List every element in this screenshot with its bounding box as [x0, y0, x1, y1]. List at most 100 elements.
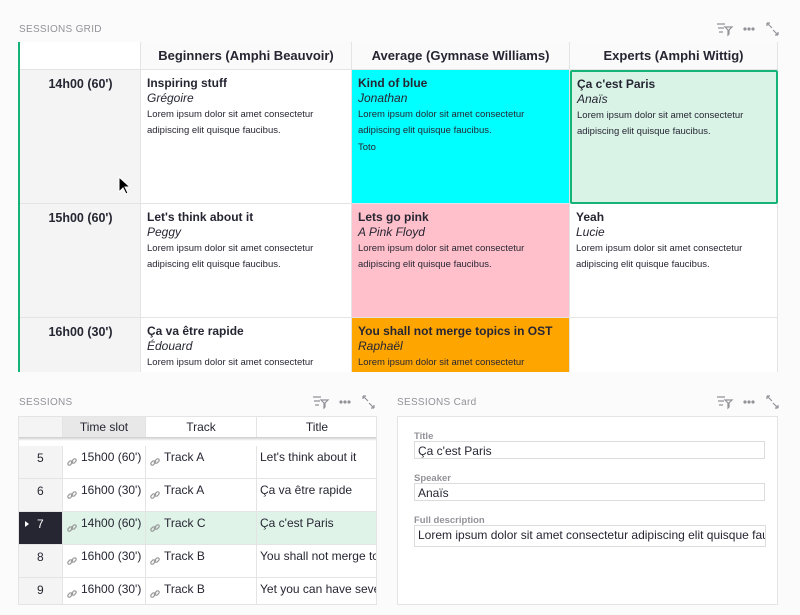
- cell-text: Track A: [164, 450, 205, 464]
- cell-text: Track C: [164, 516, 206, 530]
- field-label: Full description: [414, 515, 485, 526]
- table-cell[interactable]: Let's think about it: [257, 446, 376, 479]
- link-icon: [67, 557, 77, 565]
- session-cell[interactable]: Yeah Lucie Lorem ipsum dolor sit amet cons…: [570, 204, 778, 318]
- field-value[interactable]: Ça c'est Paris: [414, 441, 765, 459]
- table-cell[interactable]: Track B: [146, 545, 257, 578]
- session-cell[interactable]: Let's think about it Peggy Lorem ipsum dol…: [141, 204, 352, 318]
- session-speaker: A Pink Floyd: [358, 225, 425, 239]
- link-icon: [67, 524, 77, 532]
- time-slot-cell: 16h00 (30'): [20, 318, 141, 372]
- table-cell[interactable]: Ça c'est Paris: [257, 512, 376, 545]
- session-description: Lorem ipsum dolor sit amet consectetur a…: [358, 109, 525, 136]
- table-cell[interactable]: You shall not merge to...: [257, 545, 377, 578]
- field-label: Speaker: [414, 473, 451, 484]
- cell-text: Track B: [164, 549, 205, 563]
- widget-icons[interactable]: [716, 394, 780, 410]
- field-value[interactable]: Lorem ipsum dolor sit amet consectetur a…: [414, 525, 766, 547]
- session-title: Lets go pink: [358, 210, 429, 224]
- column-header[interactable]: Time slot: [63, 417, 146, 437]
- session-speaker: Peggy: [147, 225, 182, 239]
- session-speaker: Raphaël: [358, 339, 403, 353]
- cell-text: 15h00 (60'): [81, 450, 142, 464]
- cell-text: Ça va être rapide: [260, 483, 353, 497]
- session-speaker: Grégoire: [147, 91, 194, 105]
- cell-text: 16h00 (30'): [81, 549, 142, 563]
- cell-text: Yet you can have seve...: [260, 582, 376, 596]
- session-title: Ça va être rapide: [147, 324, 244, 338]
- time-slot: 15h00 (60'): [48, 211, 113, 225]
- time-slot-cell: 15h00 (60'): [20, 204, 141, 318]
- table-cell[interactable]: Ça va être rapide: [257, 479, 376, 512]
- link-icon: [150, 590, 160, 598]
- session-speaker: Édouard: [147, 339, 193, 353]
- session-description: Lorem ipsum dolor sit amet consectetur a…: [147, 357, 314, 368]
- session-title: You shall not merge topics in OST: [358, 324, 553, 338]
- link-icon: [150, 557, 160, 565]
- widget-title: SESSIONS: [19, 397, 73, 408]
- session-description: Lorem ipsum dolor sit amet consectetur a…: [358, 243, 525, 270]
- link-icon: [150, 458, 160, 466]
- table-cell[interactable]: 15h00 (60'): [63, 446, 146, 479]
- table-cell[interactable]: Track C: [146, 512, 257, 545]
- table-cell[interactable]: 14h00 (60'): [63, 512, 146, 545]
- row-number[interactable]: 6: [19, 479, 63, 512]
- cell-text: Track B: [164, 582, 205, 596]
- row-number[interactable]: 5: [19, 446, 63, 479]
- cell-text: 16h00 (30'): [81, 483, 142, 497]
- session-cell[interactable]: Ça c'est Paris Anaïs Lorem ipsum dolor sit…: [570, 70, 778, 204]
- widget-icons[interactable]: [716, 21, 780, 37]
- cell-text: 14h00 (60'): [81, 516, 142, 530]
- session-speaker: Jonathan: [358, 91, 408, 105]
- link-icon: [67, 491, 77, 499]
- link-icon: [67, 458, 77, 466]
- time-slot: 16h00 (30'): [48, 325, 113, 339]
- session-cell[interactable]: Ça va être rapide Édouard Lorem ipsum dolo…: [141, 318, 352, 372]
- table-cell[interactable]: Track A: [146, 479, 257, 512]
- cell-text: Let's think about it: [260, 450, 357, 464]
- session-cell[interactable]: [570, 318, 778, 372]
- session-speaker: Lucie: [576, 225, 605, 239]
- table-cell[interactable]: 16h00 (30'): [63, 479, 146, 512]
- session-title: Let's think about it: [147, 210, 254, 224]
- session-description: Lorem ipsum dolor sit amet consectetur a…: [147, 243, 314, 270]
- session-cell[interactable]: Kind of blue Jonathan Lorem ipsum dolor si…: [352, 70, 570, 204]
- session-description: Lorem ipsum dolor sit amet consectetur a…: [147, 109, 314, 136]
- column-header[interactable]: Track: [146, 417, 257, 437]
- session-cell[interactable]: You shall not merge topics in OST Raphaël…: [352, 318, 570, 372]
- table-cell[interactable]: Yet you can have seve...: [257, 578, 376, 604]
- session-title: Yeah: [576, 210, 605, 224]
- link-icon: [150, 491, 160, 499]
- row-pointer: [25, 521, 29, 527]
- widget-title: SESSIONS GRID: [19, 24, 102, 35]
- cell-text: You shall not merge to...: [260, 549, 377, 563]
- widget-icons[interactable]: [312, 394, 376, 410]
- table-cell[interactable]: 16h00 (30'): [63, 578, 146, 604]
- cell-text: Ça c'est Paris: [260, 516, 334, 530]
- session-title: Ça c'est Paris: [577, 77, 656, 91]
- session-cell[interactable]: Inspiring stuff Grégoire Lorem ipsum dolor…: [141, 70, 352, 204]
- row-number[interactable]: 9: [19, 578, 63, 604]
- table-cell[interactable]: Track B: [146, 578, 257, 604]
- cell-text: 16h00 (30'): [81, 582, 142, 596]
- table-cell[interactable]: 16h00 (30'): [63, 545, 146, 578]
- session-description: Lorem ipsum dolor sit amet consectetur a…: [576, 243, 743, 270]
- session-cell[interactable]: Lets go pink A Pink Floyd Lorem ipsum dolo…: [352, 204, 570, 318]
- field-value[interactable]: Anaïs: [414, 483, 765, 501]
- column-header: Experts (Amphi Wittig): [570, 42, 778, 70]
- table-cell[interactable]: Track A: [146, 446, 257, 479]
- link-icon: [150, 524, 160, 532]
- column-header[interactable]: Title: [257, 417, 376, 437]
- field-label: Title: [414, 431, 434, 442]
- column-header: Beginners (Amphi Beauvoir): [141, 42, 352, 70]
- sessions-grid: Beginners (Amphi Beauvoir) Average (Gymna…: [18, 42, 778, 372]
- row-number[interactable]: 8: [19, 545, 63, 578]
- session-note: Toto: [358, 142, 376, 153]
- mouse-cursor: [118, 176, 130, 195]
- header-cell: [20, 42, 141, 70]
- row-number[interactable]: 7: [19, 512, 63, 545]
- link-icon: [67, 590, 77, 598]
- session-description: Lorem ipsum dolor sit amet consectetur a…: [577, 110, 744, 137]
- header-shadow: [19, 437, 376, 441]
